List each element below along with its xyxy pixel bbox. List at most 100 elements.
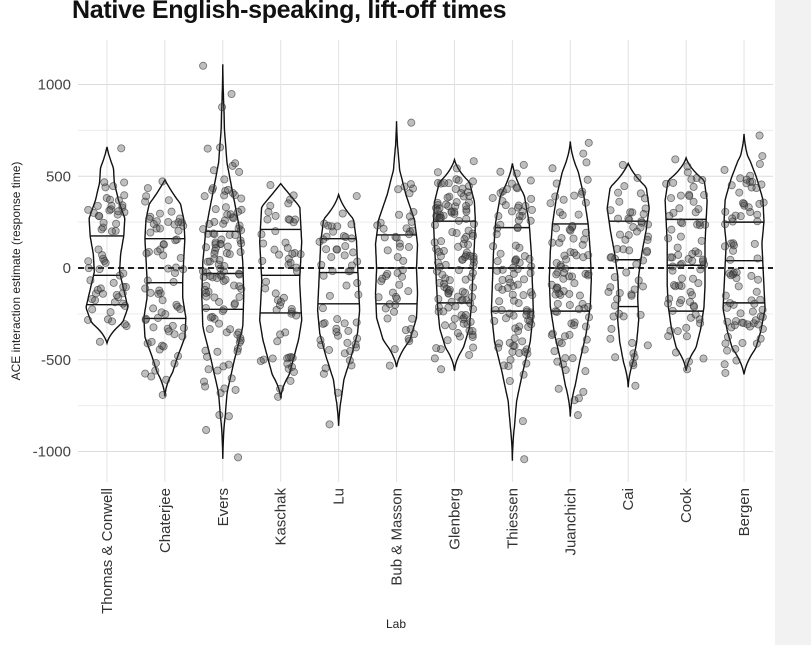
data-point [753, 254, 762, 263]
data-point [109, 182, 118, 191]
data-point [407, 217, 416, 226]
data-point [468, 327, 477, 336]
data-point [465, 350, 474, 359]
data-point [689, 301, 698, 310]
data-point [515, 243, 524, 252]
data-point [497, 306, 506, 315]
data-point [120, 320, 129, 329]
data-point [527, 320, 536, 329]
data-point [226, 325, 235, 334]
data-point [407, 118, 416, 127]
data-point [325, 420, 334, 429]
data-point [666, 326, 675, 335]
data-point [352, 318, 361, 327]
data-point [461, 288, 470, 297]
data-point [519, 370, 528, 379]
data-point [667, 194, 676, 203]
data-point [520, 252, 529, 261]
data-point [459, 239, 468, 248]
data-point [728, 214, 737, 223]
data-point [685, 192, 694, 201]
violins [84, 61, 768, 464]
data-point [433, 179, 442, 188]
data-point [638, 282, 647, 291]
data-point [202, 288, 211, 297]
data-point [164, 264, 173, 273]
data-point [466, 317, 475, 326]
data-point [406, 325, 415, 334]
data-point [143, 339, 152, 348]
data-point [145, 214, 154, 223]
data-point [268, 354, 277, 363]
data-point [610, 301, 619, 310]
data-point [143, 276, 152, 285]
data-point [346, 347, 355, 356]
x-tick-label: Juanchich [562, 488, 579, 556]
data-point [349, 248, 358, 257]
data-point [141, 284, 150, 293]
data-point [740, 199, 749, 208]
data-point [220, 216, 229, 225]
data-point [121, 301, 130, 310]
data-point [688, 291, 697, 300]
data-point [755, 160, 764, 169]
data-point [405, 230, 414, 239]
data-point [342, 281, 351, 290]
data-point [409, 207, 418, 216]
data-point [452, 175, 461, 184]
data-point [607, 324, 616, 333]
violin-11 [662, 155, 710, 374]
data-point [333, 315, 342, 324]
data-point [433, 168, 442, 177]
data-point [758, 305, 767, 314]
data-point [753, 210, 762, 219]
data-point [508, 347, 517, 356]
data-point [233, 347, 242, 356]
data-point [383, 246, 392, 255]
data-point [631, 381, 640, 390]
data-point [469, 231, 478, 240]
data-point [169, 277, 178, 286]
data-point [156, 245, 165, 254]
data-point [723, 317, 732, 326]
data-point [210, 249, 219, 258]
data-point [671, 155, 680, 164]
data-point [671, 348, 680, 357]
data-point [634, 276, 643, 285]
data-point [644, 232, 653, 241]
data-point [433, 206, 442, 215]
data-point [515, 211, 524, 220]
data-point [565, 225, 574, 234]
data-point [622, 268, 631, 277]
data-point [333, 222, 342, 231]
data-point [577, 189, 586, 198]
data-point [216, 143, 225, 152]
data-point [490, 316, 499, 325]
data-point [693, 220, 702, 229]
data-point [738, 338, 747, 347]
data-point [630, 353, 639, 362]
data-point [574, 394, 583, 403]
data-point [560, 332, 569, 341]
x-tick-label: Cai [620, 488, 637, 511]
data-point [84, 315, 93, 324]
violin-4 [256, 181, 305, 401]
data-point [340, 251, 349, 260]
data-point [385, 300, 394, 309]
data-point [100, 178, 109, 187]
data-point [332, 245, 341, 254]
data-point [720, 360, 729, 369]
data-point [107, 227, 116, 236]
data-point [235, 167, 244, 176]
data-point [675, 204, 684, 213]
data-point [226, 210, 235, 219]
data-point [554, 384, 563, 393]
data-point [584, 271, 593, 280]
data-point [354, 290, 363, 299]
data-point [694, 279, 703, 288]
data-point [149, 304, 158, 313]
data-point [292, 267, 301, 276]
data-point [385, 361, 394, 370]
data-point [434, 247, 443, 256]
